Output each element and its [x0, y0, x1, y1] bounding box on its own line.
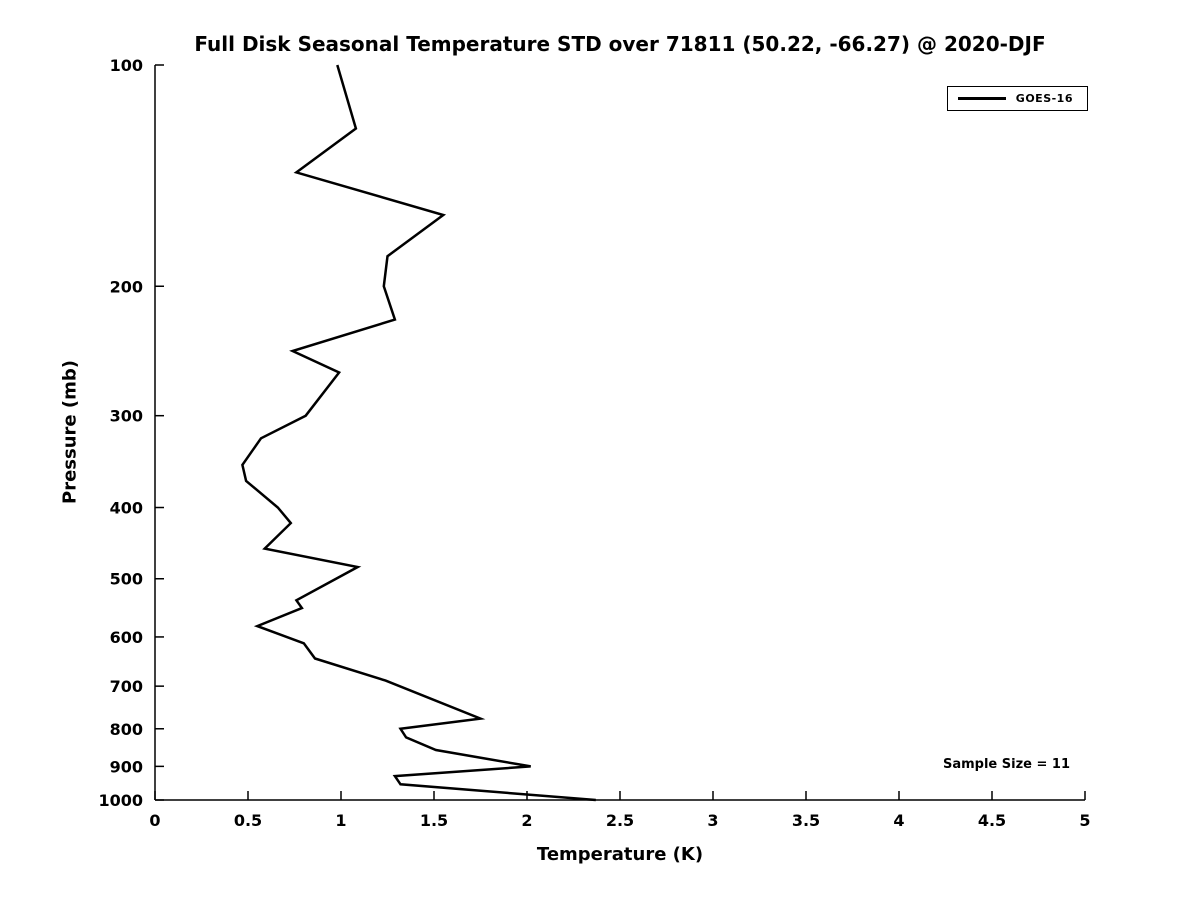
y-tick-label: 900: [110, 757, 143, 776]
x-tick-label: 1: [335, 811, 346, 830]
y-tick-label: 500: [110, 570, 143, 589]
x-tick-label: 0: [149, 811, 160, 830]
sample-size-annotation: Sample Size = 11: [942, 757, 1070, 772]
x-tick-label: 4: [893, 811, 904, 830]
x-tick-label: 1.5: [420, 811, 448, 830]
legend-entry-label: GOES-16: [1015, 92, 1073, 105]
x-tick-label: 2.5: [606, 811, 634, 830]
x-tick-label: 3: [707, 811, 718, 830]
x-tick-label: 5: [1079, 811, 1090, 830]
x-tick-label: 2: [521, 811, 532, 830]
y-tick-label: 400: [110, 499, 143, 518]
y-tick-label: 300: [110, 407, 143, 426]
y-tick-label: 1000: [98, 791, 143, 810]
x-tick-label: 3.5: [792, 811, 820, 830]
x-axis-label: Temperature (K): [536, 844, 704, 865]
y-tick-label: 600: [110, 628, 143, 647]
x-tick-label: 0.5: [234, 811, 262, 830]
legend: GOES-16: [946, 86, 1088, 111]
series-goes16-line: [241, 64, 596, 802]
y-tick-label: 700: [110, 677, 143, 696]
chart-title: Full Disk Seasonal Temperature STD over …: [194, 32, 1046, 56]
x-tick-label: 4.5: [978, 811, 1006, 830]
legend-line-sample-icon: [957, 97, 1006, 100]
y-tick-label: 100: [110, 56, 143, 75]
y-axis-label: Pressure (mb): [59, 360, 81, 504]
y-tick-label: 800: [110, 720, 143, 739]
y-tick-label: 200: [110, 277, 143, 296]
